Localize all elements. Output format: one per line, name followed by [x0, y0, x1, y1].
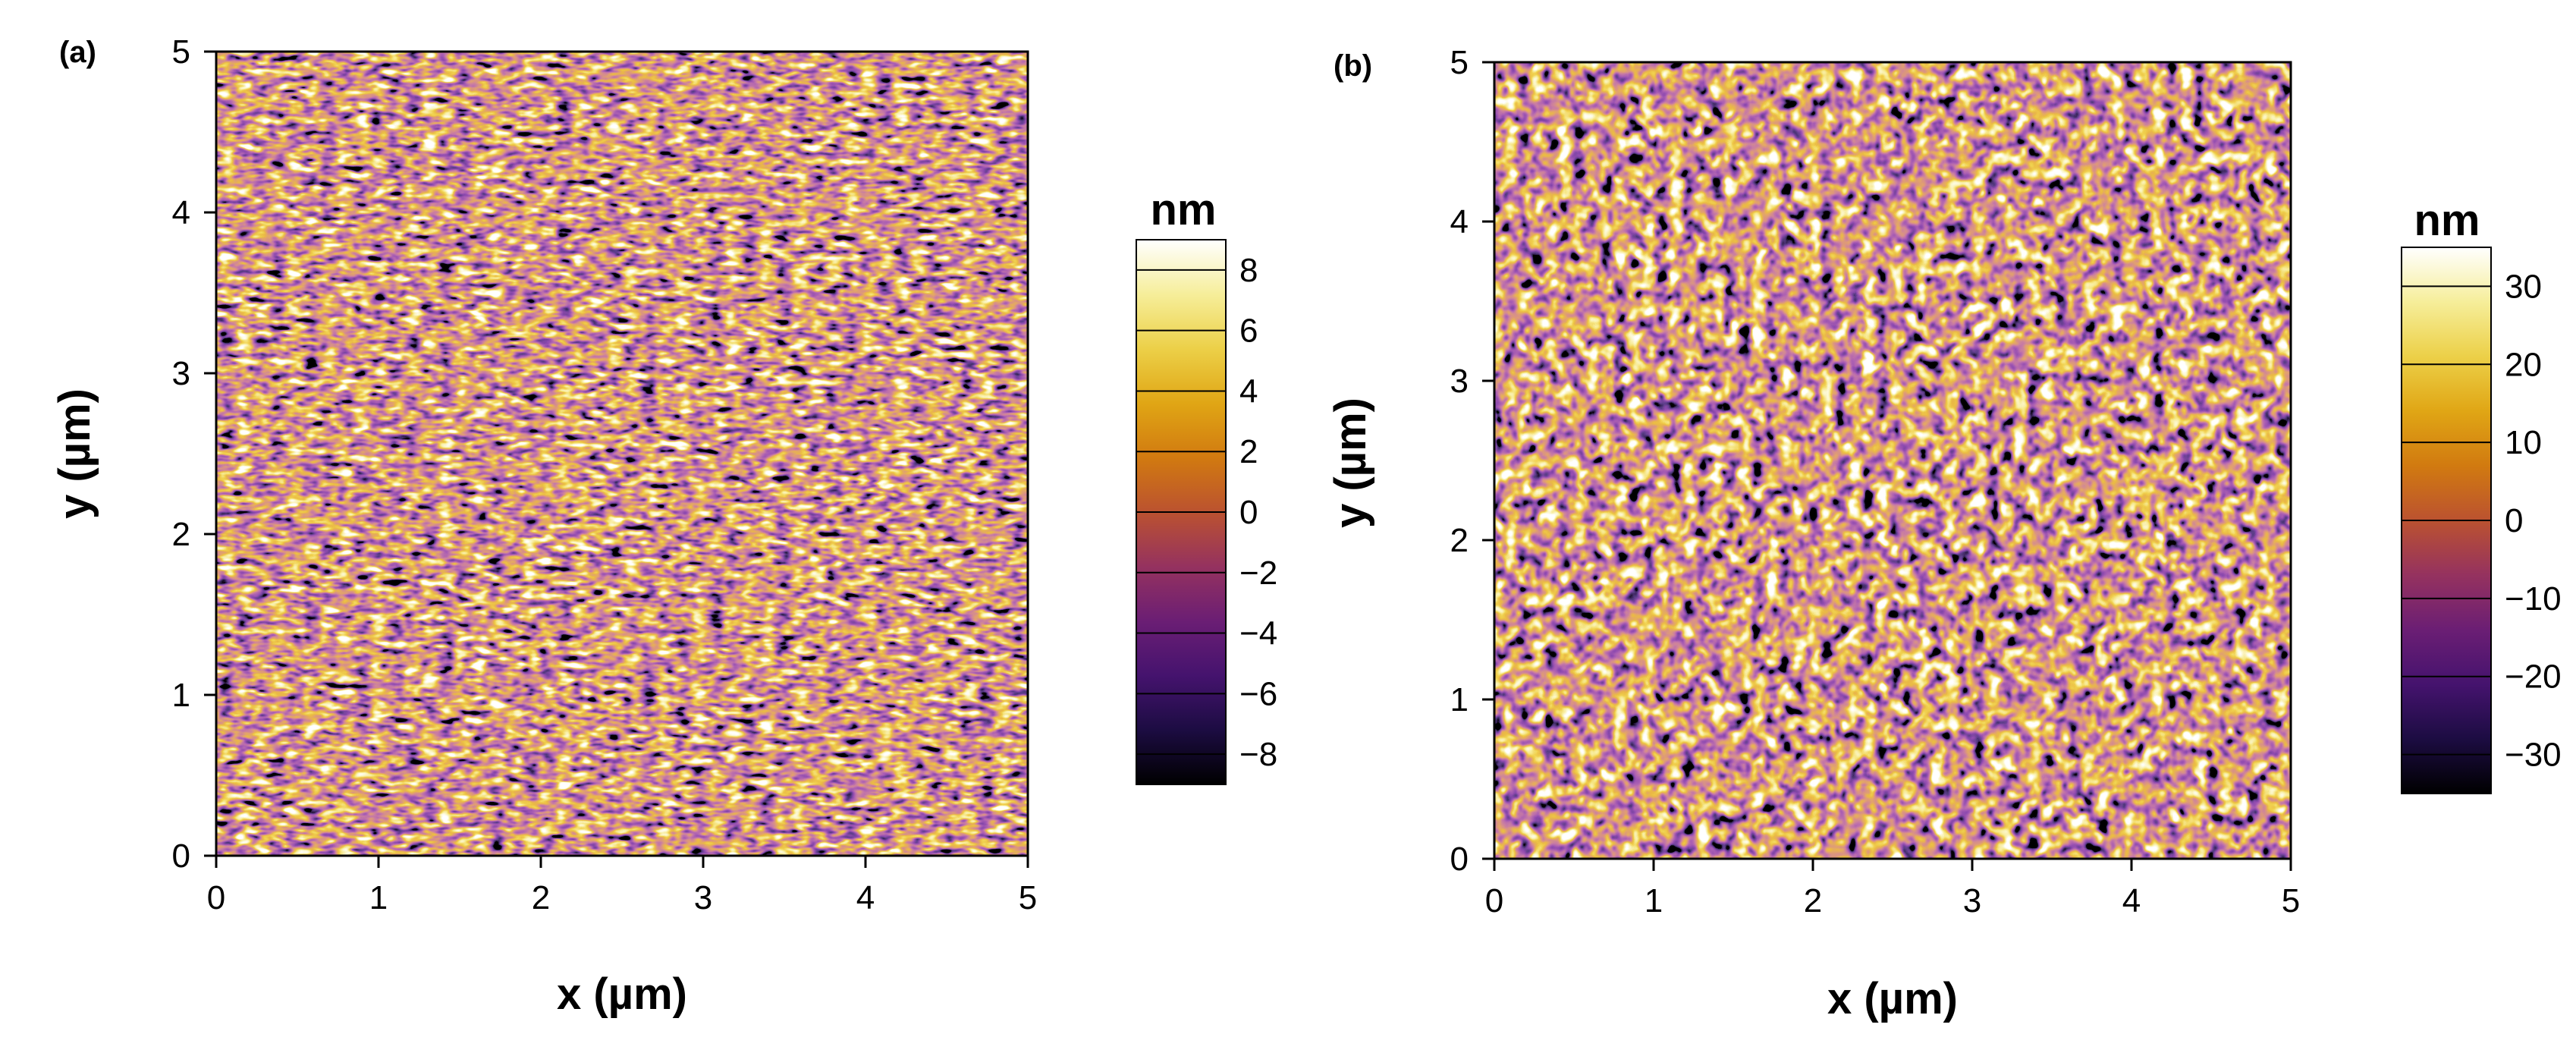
y-tick-label: 2: [1450, 522, 1469, 559]
y-axis: 0 1 2 3 4 5: [172, 33, 216, 875]
afm-height-map: [216, 52, 1028, 856]
x-tick-label: 4: [856, 879, 875, 916]
x-tick-label: 5: [2282, 882, 2300, 919]
colorbar-tick-label: −2: [1239, 555, 1277, 592]
x-tick-label: 3: [694, 879, 712, 916]
colorbar-tick-label: 30: [2505, 268, 2542, 305]
colorbar-tick-label: 0: [2505, 502, 2523, 539]
y-axis-title: y (µm): [50, 388, 99, 519]
x-tick-label: 3: [1963, 882, 1981, 919]
y-tick-label: 1: [1450, 681, 1469, 718]
colorbar-tick-label: 20: [2505, 346, 2542, 383]
y-tick-label: 0: [172, 838, 190, 875]
y-axis-title: y (µm): [1326, 398, 1375, 528]
afm-height-map: [1494, 62, 2291, 859]
colorbar-tick-label: 8: [1239, 252, 1258, 289]
x-axis-title: x (µm): [1827, 974, 1958, 1023]
x-tick-label: 2: [1804, 882, 1822, 919]
y-tick-label: 2: [172, 516, 190, 553]
colorbar-unit: nm: [1151, 185, 1217, 234]
x-tick-label: 1: [369, 879, 388, 916]
x-axis: 0 1 2 3 4 5: [1485, 859, 2300, 919]
x-tick-label: 0: [207, 879, 225, 916]
panel-label: (a): [59, 36, 96, 69]
x-axis-title: x (µm): [557, 970, 687, 1019]
colorbar-tick-label: 2: [1239, 433, 1258, 470]
colorbar-tick-label: 10: [2505, 424, 2542, 461]
colorbar-tick-label: −10: [2505, 580, 2562, 618]
x-tick-label: 4: [2122, 882, 2141, 919]
colorbar-tick-label: −6: [1239, 675, 1277, 712]
colorbar: 30 20 10 0 −10 −20 −30: [2401, 247, 2562, 794]
y-tick-label: 3: [1450, 363, 1469, 400]
colorbar-tick-label: 0: [1239, 494, 1258, 531]
plot-frame: [1493, 61, 2292, 860]
y-tick-label: 1: [172, 677, 190, 714]
plot-frame: [215, 50, 1029, 857]
colorbar-tick-label: −4: [1239, 615, 1277, 652]
colorbar-tick-label: 6: [1239, 313, 1258, 350]
y-tick-label: 5: [172, 33, 190, 71]
x-tick-label: 1: [1645, 882, 1663, 919]
colorbar-tick-label: −8: [1239, 736, 1277, 773]
colorbar-tick-label: 4: [1239, 372, 1258, 410]
x-tick-label: 0: [1485, 882, 1503, 919]
panel-label: (b): [1334, 49, 1372, 83]
panel-b: (b) 0 1 2 3 4 5 0 1 2 3 4 5 x (µm) y (µm) 30 20 10 0 −…: [1326, 44, 2562, 1023]
y-tick-label: 4: [172, 194, 190, 231]
y-axis: 0 1 2 3 4 5: [1450, 44, 1494, 878]
colorbar-tick-label: −30: [2505, 737, 2562, 774]
panel-a: (a) 0 1 2 3 4 5 0 1 2 3 4 5 x (µm) y (µm) 8 6 4 2 0 −2 −…: [50, 33, 1277, 1019]
x-axis: 0 1 2 3 4 5: [207, 856, 1037, 916]
colorbar: 8 6 4 2 0 −2 −4 −6 −8: [1136, 239, 1277, 785]
y-tick-label: 0: [1450, 841, 1469, 878]
colorbar-unit: nm: [2414, 196, 2480, 245]
y-tick-label: 3: [172, 355, 190, 392]
x-tick-label: 5: [1019, 879, 1037, 916]
y-tick-label: 4: [1450, 203, 1469, 240]
x-tick-label: 2: [532, 879, 550, 916]
y-tick-label: 5: [1450, 44, 1469, 81]
colorbar-tick-label: −20: [2505, 658, 2562, 696]
